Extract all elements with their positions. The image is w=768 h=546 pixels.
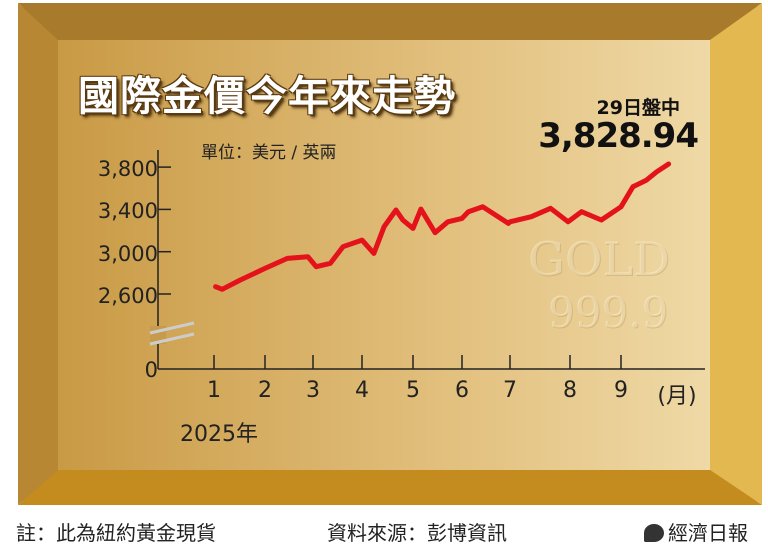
x-tick-8: 8 [563, 378, 577, 403]
watermark-purity: 999.9 [548, 288, 669, 337]
x-tick-2: 2 [258, 378, 272, 403]
publisher-logo: 經濟日報 [644, 517, 748, 546]
x-tick-7: 7 [503, 378, 517, 403]
y-tick-3400: 3,400 [97, 199, 158, 223]
chart-title: 國際金價今年來走勢 [78, 72, 456, 120]
x-unit-label: (月) [657, 384, 697, 409]
axis-break-mark [149, 321, 195, 335]
publisher-name: 經濟日報 [668, 521, 748, 545]
year-label: 2025年 [180, 422, 258, 447]
x-tick-1: 1 [207, 378, 221, 403]
y-tick-3000: 3,000 [97, 242, 158, 266]
footer-note: 註：此為紐約黃金現貨 [16, 521, 216, 545]
latest-label: 29日盤中 [596, 97, 680, 119]
y-tick-3800: 3,800 [97, 157, 158, 181]
watermark-gold: GOLD [528, 232, 670, 286]
x-tick-9: 9 [614, 378, 628, 403]
price-line [213, 161, 672, 292]
latest-value: 3,828.94 [538, 116, 699, 156]
unit-label: 單位：美元 / 英兩 [201, 143, 337, 163]
y-tick-0: 0 [144, 358, 158, 382]
axis-break-mark [149, 332, 195, 346]
x-tick-3: 3 [306, 378, 320, 403]
y-tick-2600: 2,600 [97, 284, 158, 308]
x-tick-5: 5 [406, 378, 420, 403]
footer-source: 資料來源：彭博資訊 [327, 521, 507, 545]
publisher-icon [644, 524, 664, 542]
x-tick-4: 4 [355, 378, 369, 403]
x-tick-6: 6 [455, 378, 469, 403]
